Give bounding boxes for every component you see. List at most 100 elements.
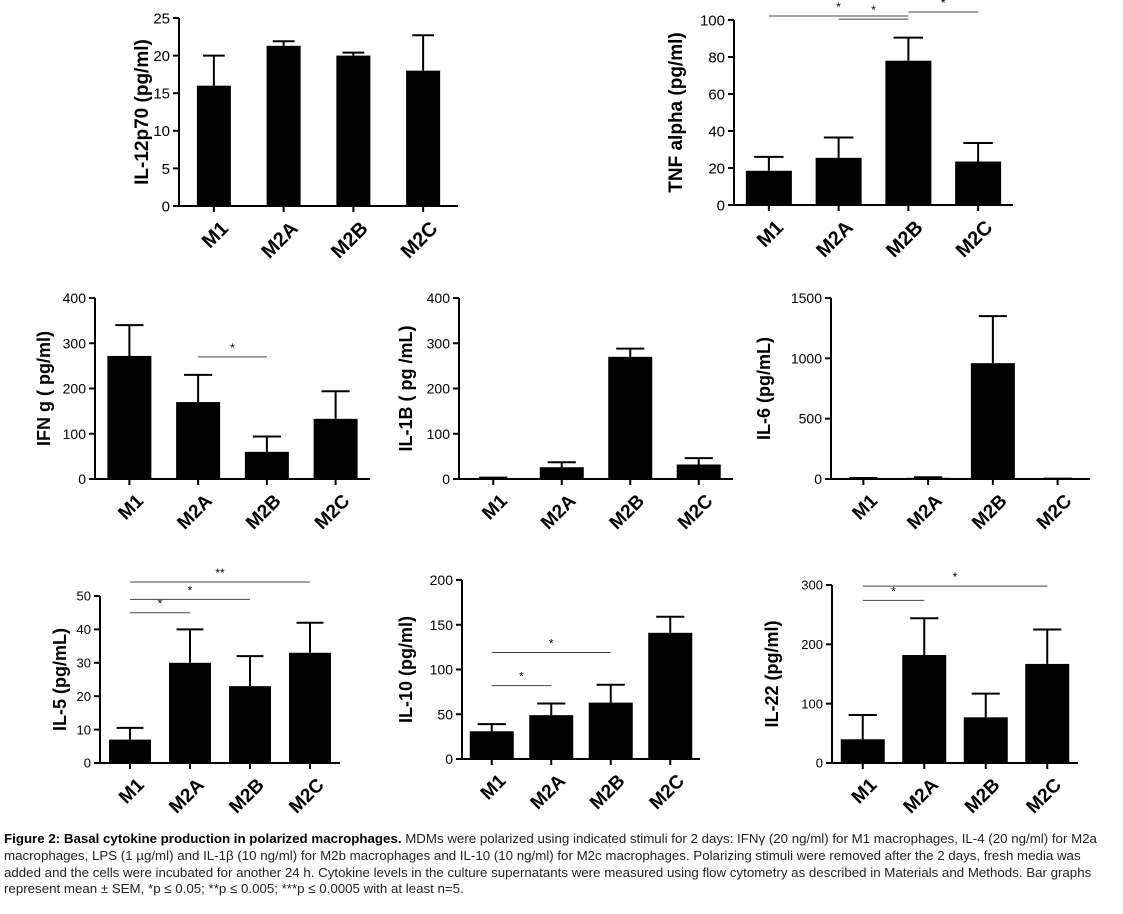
caption-title: Basal cytokine production in polarized m… [63,831,402,846]
bar-m1 [196,85,231,206]
bar-m2b [244,451,289,479]
category-label-m1: M1 [848,774,882,808]
bar-m2b [885,60,932,206]
category-label-m1: M1 [478,490,512,524]
bar-m2c [313,418,358,479]
category-label-m2b: M2B [882,217,927,262]
y-tick-label: 1000 [791,350,822,366]
bar-m2c [648,632,693,759]
y-tick-label: 1500 [791,290,822,306]
y-axis-label: IL-12p70 (pg/ml) [132,39,153,185]
y-tick-label: 100 [430,662,454,678]
y-tick-label: 100 [801,696,823,711]
y-tick-label: 5 [162,161,170,178]
category-label-m2c: M2C [1023,775,1066,818]
category-label-m2c: M2C [285,775,328,818]
category-label-m2a: M2A [257,218,302,263]
y-tick-label: 15 [153,86,170,103]
bar-m2a [539,467,584,479]
panel-5: 0 500 1000 1500 IL-6 (pg/mL) M1 M2A M2B M2C [754,290,1090,534]
category-label-m2a: M2A [537,491,580,534]
category-label-m2b: M2B [961,775,1004,818]
bar-m2a [529,715,574,759]
y-tick-label: 50 [437,706,453,722]
category-label-m1: M1 [848,490,882,524]
bar-m1 [107,355,152,479]
y-tick-label: 150 [430,617,454,633]
significance-label: * [230,341,235,355]
bar-m2a [169,662,211,763]
category-label-m1: M1 [753,217,788,252]
y-tick-label: 10 [77,722,91,737]
y-tick-label: 100 [427,426,451,442]
y-tick-label: 300 [801,578,823,593]
category-label-m1: M1 [114,490,148,524]
bar-m2b [970,363,1015,479]
panel-4: 0 100 200 300 400 IL-1B ( pg /mL) M1 M2A M2B M2C [396,290,733,534]
y-tick-label: 20 [153,48,170,65]
y-axis-label: IL-5 (pg/mL) [50,628,70,731]
bar-m2b [229,686,271,763]
bar-m2a [176,402,221,479]
category-label-m2b: M2B [225,775,268,818]
bar-m1 [109,739,151,763]
figure-caption: Figure 2: Basal cytokine production in p… [4,831,1119,898]
category-label-m2a: M2A [527,771,570,814]
y-tick-label: 60 [708,86,725,103]
y-tick-label: 100 [700,12,725,29]
y-tick-label: 50 [77,589,91,604]
significance-label: * [891,584,896,598]
y-axis-label: IL-22 (pg/ml) [762,620,782,727]
y-tick-label: 0 [445,751,453,767]
category-label-m2b: M2B [968,491,1011,534]
category-label-m1: M1 [198,218,233,253]
y-tick-label: 40 [708,123,725,140]
y-tick-label: 300 [427,335,451,351]
category-label-m2a: M2A [900,775,943,818]
bar-m2a [902,655,947,763]
y-axis-label: TNF alpha (pg/ml) [666,32,687,192]
category-label-m2c: M2C [397,218,442,263]
y-tick-label: 40 [77,622,91,637]
y-tick-label: 0 [814,471,822,487]
significance-label: * [953,570,958,584]
panel-2: 0 20 40 60 80 100 TNF alpha (pg/ml) M1 M2A M2B M2C… [666,0,1013,262]
panel-8: 0 100 200 300 IL-22 (pg/ml) M1 M2A M2B M2C * * [762,570,1078,818]
significance-label: * [549,636,554,650]
bar-m2c [1025,663,1070,763]
category-label-m2c: M2C [952,217,997,262]
panel-3: 0 100 200 300 400 IFN g ( pg/ml) M1 M2A M2B M2C * [34,290,370,534]
bar-m2c [676,464,721,479]
bar-m1 [469,731,514,759]
y-axis-label: IL-1B ( pg /mL) [396,326,416,452]
significance-label: * [158,597,163,611]
y-tick-label: 500 [799,411,823,427]
bar-m1 [745,170,792,205]
category-label-m2b: M2B [242,491,285,534]
significance-label: ** [215,566,225,580]
category-label-m1: M1 [115,774,149,808]
y-tick-label: 20 [77,689,91,704]
y-tick-label: 25 [153,10,170,27]
bar-m2b [336,55,371,206]
y-tick-label: 200 [430,572,454,588]
significance-label: * [871,3,876,17]
category-label-m2b: M2B [606,491,649,534]
bar-m2b [588,702,633,759]
bar-m2c [406,70,441,206]
y-axis-label: IL-6 (pg/mL) [754,337,774,440]
y-tick-label: 0 [442,471,450,487]
caption-text: MDMs were polarized using indicated stim… [4,831,1097,897]
y-tick-label: 0 [78,471,86,487]
category-label-m2a: M2A [165,775,208,818]
y-tick-label: 400 [63,290,87,306]
category-label-m2b: M2B [586,771,629,814]
y-tick-label: 200 [63,381,87,397]
category-label-m2c: M2C [674,491,717,534]
y-tick-label: 200 [801,637,823,652]
category-label-m2a: M2A [173,491,216,534]
y-tick-label: 10 [153,123,170,140]
y-tick-label: 100 [63,426,87,442]
